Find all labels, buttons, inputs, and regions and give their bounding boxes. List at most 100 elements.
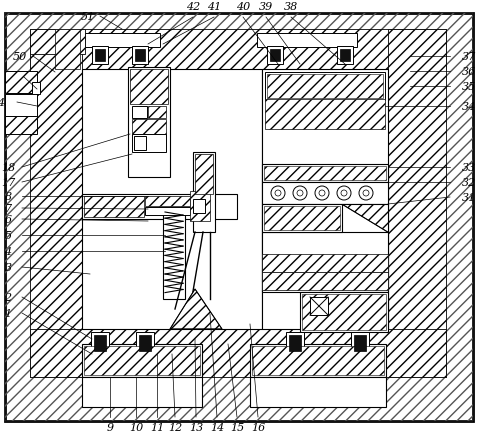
Bar: [262, 70, 388, 329]
Bar: [132, 120, 166, 135]
Bar: [130, 70, 168, 105]
Text: 14: 14: [210, 422, 224, 432]
Bar: [286, 332, 304, 354]
Circle shape: [297, 191, 303, 197]
Polygon shape: [170, 289, 222, 329]
Text: 31: 31: [462, 193, 476, 203]
Bar: [5, 72, 37, 94]
Bar: [267, 75, 383, 99]
Text: 17: 17: [1, 178, 15, 187]
Text: 3: 3: [4, 263, 11, 273]
Circle shape: [337, 187, 351, 201]
Bar: [30, 329, 446, 377]
Bar: [30, 30, 85, 55]
Bar: [310, 297, 328, 315]
Bar: [262, 233, 388, 293]
Text: 42: 42: [186, 2, 200, 12]
Bar: [289, 335, 301, 351]
Text: 41: 41: [207, 2, 221, 12]
Text: 32: 32: [462, 178, 476, 187]
Text: 50: 50: [13, 52, 27, 62]
Bar: [262, 164, 388, 183]
Text: 38: 38: [284, 2, 298, 12]
Circle shape: [271, 187, 285, 201]
Text: 13: 13: [189, 422, 203, 432]
Text: 51: 51: [81, 12, 95, 22]
Bar: [82, 194, 237, 220]
Text: 6: 6: [4, 214, 11, 224]
Bar: [145, 207, 190, 216]
Bar: [92, 47, 108, 65]
Bar: [32, 83, 40, 95]
Text: 33: 33: [462, 163, 476, 173]
Polygon shape: [342, 204, 388, 233]
Circle shape: [293, 187, 307, 201]
Bar: [193, 153, 215, 233]
Circle shape: [341, 191, 347, 197]
Text: 16: 16: [251, 422, 265, 432]
Bar: [262, 204, 342, 233]
Text: 48: 48: [0, 98, 11, 108]
Bar: [145, 197, 190, 207]
Bar: [148, 107, 166, 119]
Text: 5: 5: [4, 230, 11, 240]
Bar: [262, 183, 388, 204]
Bar: [252, 346, 384, 375]
Text: 4: 4: [4, 247, 11, 256]
Bar: [132, 135, 166, 153]
Text: 35: 35: [462, 82, 476, 92]
Text: 8: 8: [4, 191, 11, 201]
Text: 9: 9: [107, 422, 114, 432]
Text: 34: 34: [462, 102, 476, 112]
Bar: [82, 70, 388, 329]
Bar: [351, 332, 369, 354]
Bar: [265, 73, 385, 101]
Bar: [82, 344, 202, 377]
Bar: [193, 200, 205, 214]
Bar: [128, 68, 170, 178]
Text: 15: 15: [230, 422, 244, 432]
Bar: [5, 95, 37, 117]
Bar: [30, 30, 446, 70]
Bar: [302, 294, 386, 330]
Text: 12: 12: [168, 422, 182, 432]
Bar: [30, 30, 82, 377]
Bar: [84, 197, 144, 217]
Bar: [340, 50, 350, 62]
Bar: [163, 210, 185, 299]
Text: 37: 37: [462, 52, 476, 62]
Bar: [91, 332, 109, 354]
Bar: [132, 107, 147, 119]
Bar: [250, 377, 386, 407]
Bar: [135, 50, 145, 62]
Circle shape: [315, 187, 329, 201]
Bar: [85, 34, 160, 48]
Bar: [136, 332, 154, 354]
Bar: [95, 50, 105, 62]
Bar: [94, 335, 106, 351]
Circle shape: [319, 191, 325, 197]
Bar: [139, 335, 151, 351]
Bar: [354, 335, 366, 351]
Bar: [267, 47, 283, 65]
Text: 2: 2: [4, 293, 11, 302]
Bar: [250, 344, 386, 377]
Bar: [262, 273, 388, 290]
Bar: [134, 137, 146, 151]
Bar: [82, 70, 262, 329]
Circle shape: [275, 191, 281, 197]
Bar: [132, 47, 148, 65]
Bar: [262, 254, 388, 273]
Text: 10: 10: [129, 422, 143, 432]
Bar: [82, 377, 202, 407]
Bar: [337, 47, 353, 65]
Text: 7: 7: [4, 204, 11, 214]
Bar: [300, 293, 388, 332]
Bar: [265, 100, 385, 130]
Text: 40: 40: [236, 2, 250, 12]
Text: 11: 11: [150, 422, 164, 432]
Bar: [190, 191, 210, 221]
Bar: [195, 155, 213, 194]
Bar: [270, 50, 280, 62]
Bar: [257, 34, 357, 48]
